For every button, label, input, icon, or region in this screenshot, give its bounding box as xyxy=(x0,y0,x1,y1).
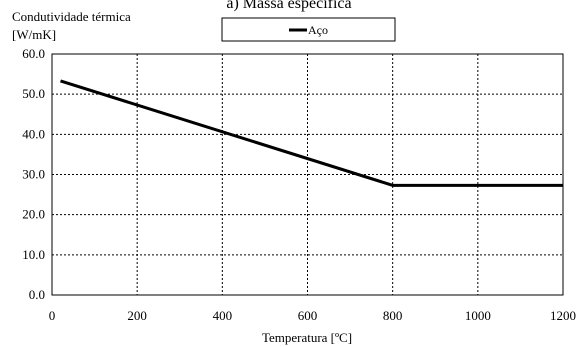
x-tick-label: 800 xyxy=(383,308,403,323)
x-axis-label: Temperatura [ºC] xyxy=(262,330,352,345)
x-tick-label: 200 xyxy=(127,308,147,323)
x-tick-label: 1200 xyxy=(550,308,576,323)
y-tick-label: 10.0 xyxy=(22,247,45,262)
y-tick-label: 30.0 xyxy=(22,167,45,182)
legend: Aço xyxy=(221,17,396,42)
x-tick-label: 600 xyxy=(298,308,318,323)
x-tick-label: 400 xyxy=(213,308,233,323)
y-axis-label-line1: Condutividade térmica xyxy=(12,9,131,24)
y-tick-label: 40.0 xyxy=(22,126,45,141)
y-tick-label: 20.0 xyxy=(22,207,45,222)
series-layer xyxy=(60,79,564,187)
x-tick-label: 0 xyxy=(49,308,56,323)
legend-box xyxy=(221,17,396,42)
y-axis: 0.0 10.0 20.0 30.0 40.0 50.0 60.0 xyxy=(22,46,45,302)
x-tick-label: 1000 xyxy=(465,308,491,323)
plot-area-frame xyxy=(51,53,564,296)
series-line-0 xyxy=(60,79,563,187)
chart-title: a) Massa específica xyxy=(226,0,351,12)
y-tick-label: 0.0 xyxy=(29,287,45,302)
y-axis-label-line2: [W/mK] xyxy=(12,27,56,42)
x-axis: 0 200 400 600 800 1000 1200 xyxy=(49,308,576,323)
y-tick-label: 60.0 xyxy=(22,46,45,61)
legend-entry-aco: Aço xyxy=(308,23,328,37)
y-tick-label: 50.0 xyxy=(22,86,45,101)
grid xyxy=(52,54,563,295)
